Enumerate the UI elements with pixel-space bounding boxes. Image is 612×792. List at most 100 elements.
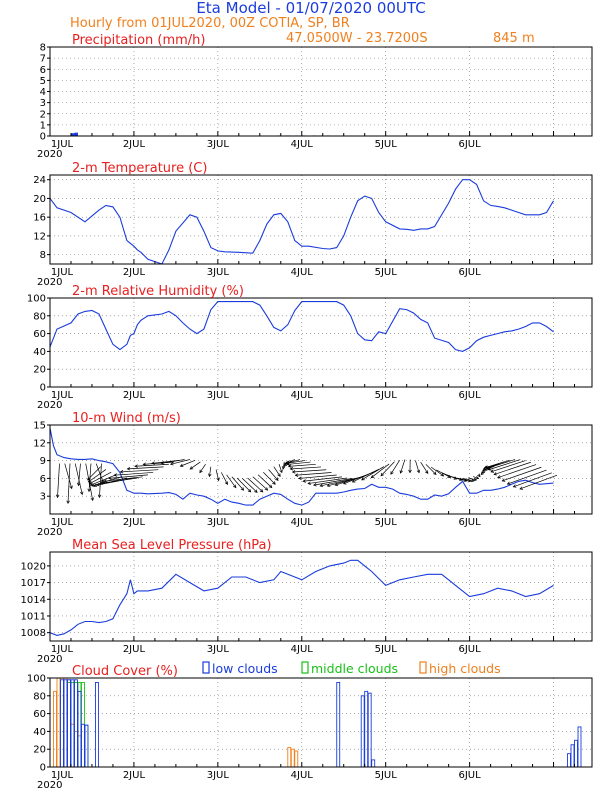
wind-arrow-head <box>493 472 498 476</box>
wind-arrow-head <box>501 478 506 482</box>
y-tick-label: 0 <box>40 383 46 394</box>
x-year-label: 2020 <box>37 400 62 411</box>
panel-clouds: 0 20 40 60 80 100 1JUL 2JUL 3JUL 4JUL 5JUL 6JUL 2020… <box>27 664 593 791</box>
y-tick-label: 20 <box>33 194 46 205</box>
low-clouds-legend-swatch <box>202 661 210 674</box>
y-tick-label: 20 <box>33 365 46 376</box>
x-day-label: 4JUL <box>291 267 314 278</box>
x-year-label: 2020 <box>37 780 62 791</box>
x-day-label: 5JUL <box>375 390 398 401</box>
wind-arrow-head <box>259 488 264 493</box>
x-year-label: 2020 <box>37 654 62 665</box>
wind-arrow <box>361 466 385 481</box>
x-day-label: 4JUL <box>291 770 314 781</box>
x-day-label: 5JUL <box>375 517 398 528</box>
panel-wind: 3 6 9 12 15 1JUL 2JUL 3JUL 4JUL 5JUL 6JUL 2020 10-m … <box>33 411 593 538</box>
x-day-label: 1JUL <box>51 267 74 278</box>
x-day-label: 1JUL <box>51 644 74 655</box>
wind-arrow <box>88 469 107 483</box>
x-day-label: 3JUL <box>207 770 230 781</box>
wind-arrow-head <box>268 484 273 489</box>
wind-arrow-head <box>272 481 276 485</box>
y-tick-label: 5 <box>40 76 46 87</box>
wind-arrow <box>519 474 558 490</box>
wind-arrow-head <box>264 487 269 491</box>
wind-arrow-head <box>291 470 296 474</box>
rh-series-line <box>49 301 554 352</box>
x-day-label: 3JUL <box>207 267 230 278</box>
mslp-frame <box>49 551 593 642</box>
y-tick-label: 24 <box>33 175 46 186</box>
wind-arrow <box>242 478 258 493</box>
wind-arrow <box>89 471 112 485</box>
wind-arrow-head <box>399 470 403 474</box>
wind-panel-title: 10-m Wind (m/s) <box>72 411 181 426</box>
wind-arrow <box>292 469 327 473</box>
wind-arrow <box>380 461 395 477</box>
wind-arrow <box>462 478 474 482</box>
wind-arrow-head <box>90 497 94 502</box>
wind-arrow-head <box>134 464 138 468</box>
y-tick-label: 2 <box>40 109 46 120</box>
x-day-label: 6JUL <box>459 517 482 528</box>
wind-arrow-head <box>169 461 174 466</box>
precip-panel-title: Precipitation (mm/h) <box>72 33 205 48</box>
wind-arrow-head <box>287 464 292 468</box>
wind-arrow-head <box>55 494 60 499</box>
y-tick-label: 4 <box>40 87 46 98</box>
x-day-label: 5JUL <box>375 644 398 655</box>
wind-arrow-head <box>254 489 258 493</box>
y-tick-label: 12 <box>33 438 46 449</box>
wind-arrow-head <box>97 494 102 499</box>
wind-arrow <box>252 476 268 491</box>
wind-arrow <box>215 469 220 481</box>
y-tick-label: 20 <box>33 745 46 756</box>
wind-arrow <box>313 478 353 486</box>
wind-arrow <box>420 461 429 474</box>
wind-arrow <box>99 463 102 498</box>
x-day-label: 5JUL <box>375 139 398 150</box>
wind-arrow <box>425 464 437 475</box>
wind-arrow-head <box>440 473 445 477</box>
wind-arrow <box>95 463 104 483</box>
chart-title: Eta Model - 01/07/2020 00UTC <box>196 0 425 17</box>
wind-arrow <box>99 477 138 484</box>
wind-arrow-head <box>487 467 492 471</box>
panel-rh: 0 20 40 60 80 100 1JUL 2JUL 3JUL 4JUL 5JUL 6JUL 2020… <box>27 284 593 411</box>
middle-clouds-legend-label: middle clouds <box>311 661 398 676</box>
wind-arrow-head <box>247 488 252 493</box>
wind-arrow-head <box>370 474 375 479</box>
y-tick-label: 0 <box>40 763 46 774</box>
wind-arrow <box>257 474 273 488</box>
wind-arrow <box>170 459 190 465</box>
wind-arrow <box>57 463 60 498</box>
chart-subtitle: Hourly from 01JUL2020, 00Z COTIA, SP, BR <box>70 16 350 31</box>
wind-arrow <box>226 474 237 488</box>
x-day-label: 2JUL <box>123 390 146 401</box>
y-tick-label: 6 <box>40 474 46 485</box>
wind-arrow-head <box>233 484 237 489</box>
wind-arrow <box>87 466 101 481</box>
y-tick-label: 3 <box>40 98 46 109</box>
elevation-label: 845 m <box>493 31 535 46</box>
x-day-label: 6JUL <box>459 139 482 150</box>
wind-arrow <box>430 466 444 477</box>
temp-frame <box>49 174 593 265</box>
y-tick-label: 3 <box>40 492 46 503</box>
y-tick-label: 1 <box>40 120 46 131</box>
wind-arrow <box>78 463 81 486</box>
wind-arrow <box>390 460 400 475</box>
wind-arrow <box>285 459 301 464</box>
wind-arrow <box>278 463 283 473</box>
precip-bar <box>74 132 78 136</box>
wind-arrow <box>290 466 322 470</box>
wind-arrow-head <box>497 475 501 479</box>
y-tick-label: 1014 <box>21 595 46 606</box>
y-tick-label: 40 <box>33 347 46 358</box>
wind-arrow-head <box>351 479 356 483</box>
wind-arrow-head <box>334 482 339 487</box>
y-tick-label: 7 <box>40 54 46 65</box>
x-day-label: 1JUL <box>51 517 74 528</box>
y-tick-label: 6 <box>40 65 46 76</box>
